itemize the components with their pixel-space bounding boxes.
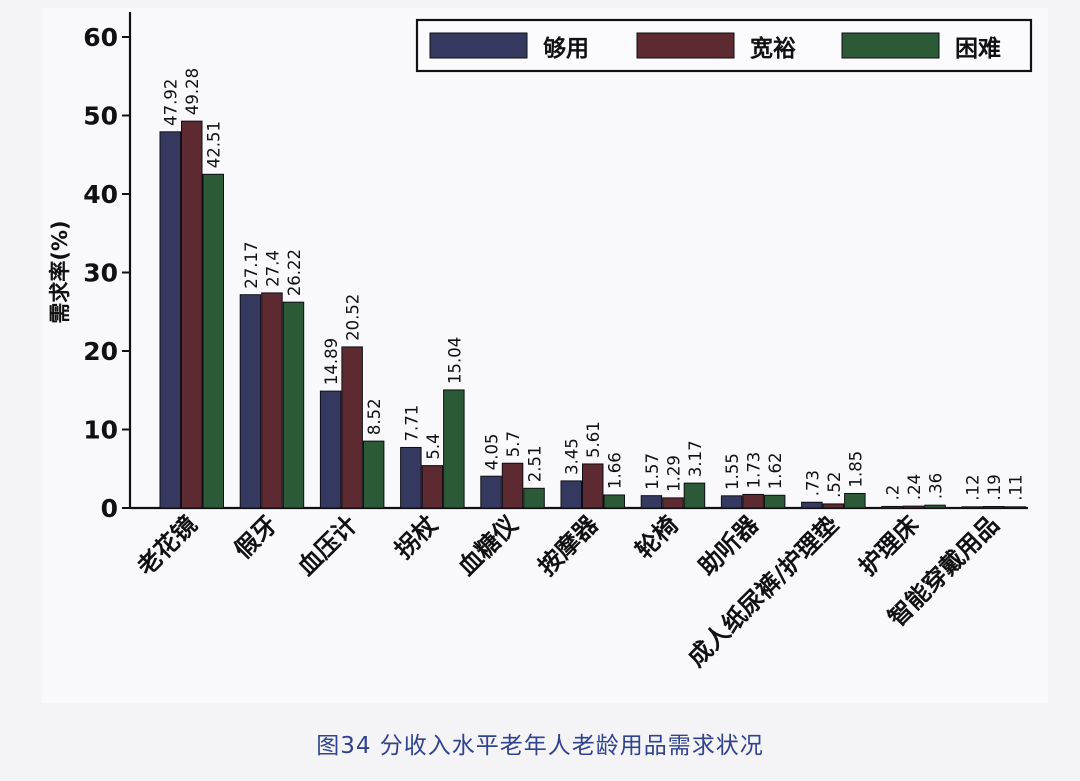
bar — [421, 465, 444, 509]
bar — [640, 495, 663, 509]
bar-value-label: 49.28 — [183, 68, 202, 115]
bar — [662, 497, 684, 509]
bar — [924, 504, 946, 509]
bar-value-label: .52 — [825, 472, 844, 498]
bar — [902, 505, 925, 509]
bar — [603, 494, 625, 509]
bar — [181, 120, 203, 509]
bar-value-label: 5.61 — [584, 421, 603, 458]
bar — [683, 482, 706, 509]
bar-value-label: 14.89 — [322, 338, 341, 385]
bar — [319, 390, 342, 509]
bar-value-label: 15.04 — [445, 337, 464, 384]
bar-value-label: .73 — [803, 470, 822, 496]
bar-value-label: 1.29 — [664, 455, 683, 492]
bar-value-label: .36 — [927, 473, 946, 499]
y-tick-label: 30 — [83, 259, 118, 288]
bar-value-label: 5.4 — [424, 433, 443, 459]
bar-value-label: .24 — [905, 474, 924, 500]
figure-caption: 图34 分收入水平老年人老龄用品需求状况 — [316, 733, 764, 759]
bar — [202, 173, 224, 509]
bar-value-label: 47.92 — [162, 79, 181, 126]
bar — [720, 495, 743, 509]
bar-value-label: 3.17 — [686, 440, 705, 477]
bar-value-label: 4.05 — [483, 433, 502, 470]
bar — [1004, 506, 1026, 509]
legend-swatch — [841, 32, 940, 59]
bar-value-label: 7.71 — [402, 405, 421, 442]
legend-label: 够用 — [543, 35, 589, 62]
bar-value-label: 1.55 — [723, 453, 742, 490]
bar-value-label: 8.52 — [365, 398, 384, 435]
bar — [480, 475, 502, 509]
y-tick-label: 20 — [83, 337, 118, 366]
bar-value-label: 1.73 — [745, 452, 764, 489]
bar — [523, 487, 545, 509]
bar — [801, 501, 823, 509]
legend-label: 宽裕 — [750, 35, 796, 62]
bar — [261, 292, 283, 509]
bar — [822, 503, 845, 509]
bar — [501, 462, 524, 509]
bar-value-label: 42.51 — [205, 121, 224, 168]
y-tick-label: 40 — [83, 180, 118, 209]
bar — [282, 301, 305, 509]
bar — [961, 506, 983, 509]
bar-value-label: .12 — [964, 475, 983, 501]
bar-value-label: 1.62 — [766, 453, 785, 490]
y-tick-label: 50 — [83, 102, 118, 131]
bar-value-label: 26.22 — [285, 249, 304, 296]
bar-value-label: 20.52 — [344, 294, 363, 341]
bar-value-label: 2.51 — [526, 446, 545, 483]
y-tick-label: 60 — [83, 23, 118, 52]
legend-swatch — [429, 32, 528, 59]
bar — [881, 505, 903, 509]
bar — [560, 480, 582, 509]
legend-label: 困难 — [955, 35, 1001, 62]
bar-value-label: .2 — [884, 485, 903, 501]
bar — [763, 494, 786, 509]
bar-value-label: 3.45 — [563, 438, 582, 475]
y-tick-label: 10 — [83, 416, 118, 445]
bar-value-label: 1.66 — [606, 452, 625, 489]
bar-value-label: 1.85 — [846, 451, 865, 488]
bar — [742, 493, 764, 509]
bar-value-label: .19 — [985, 474, 1004, 500]
bar — [844, 492, 866, 509]
bar-value-label: 1.57 — [643, 453, 662, 490]
bar — [400, 446, 422, 509]
bar-value-label: .11 — [1007, 475, 1026, 501]
bar — [582, 463, 604, 509]
bar — [362, 440, 385, 509]
bar — [159, 131, 181, 509]
y-tick-label: 0 — [101, 494, 118, 523]
legend-swatch — [636, 32, 735, 59]
bar-value-label: 27.17 — [242, 241, 261, 288]
bar — [239, 294, 262, 509]
y-axis-title: 需求率(%) — [48, 220, 72, 323]
bar — [341, 346, 363, 509]
bar — [983, 506, 1005, 509]
bar-value-label: 27.4 — [263, 250, 282, 287]
bar-value-label: 5.7 — [504, 431, 523, 457]
bar — [443, 389, 465, 509]
